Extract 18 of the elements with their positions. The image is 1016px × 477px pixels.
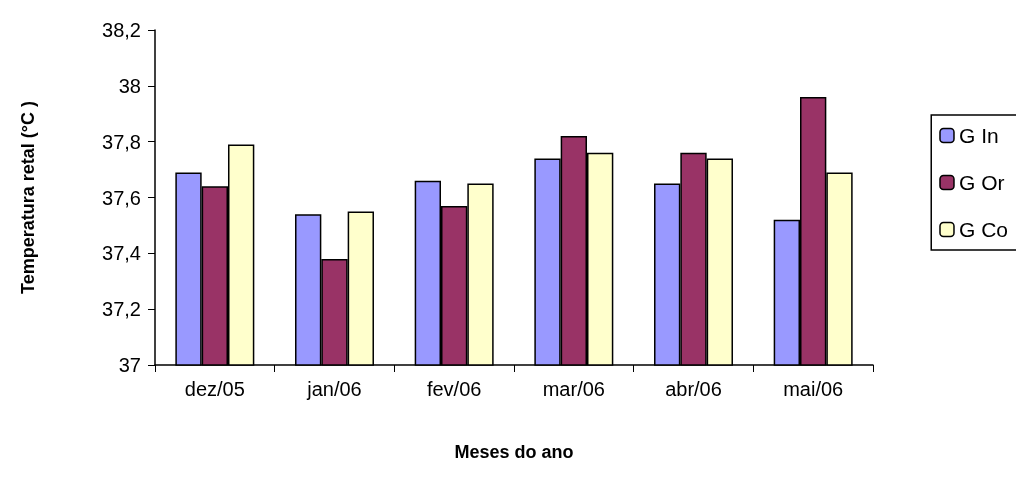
legend-label: G In xyxy=(958,124,999,147)
y-tick-label: 38,2 xyxy=(102,19,141,41)
y-axis-title: Temperatura retal (°C ) xyxy=(18,101,38,294)
x-tick-label: mai/06 xyxy=(783,378,844,400)
y-tick-label: 37,2 xyxy=(102,298,141,321)
y-tick-label: 37 xyxy=(118,354,141,376)
x-tick-label: fev/06 xyxy=(426,378,482,400)
x-tick-label: dez/05 xyxy=(184,378,245,400)
y-tick-label: 37,8 xyxy=(102,130,141,153)
y-tick-label: 38 xyxy=(118,74,141,97)
x-tick-label: mar/06 xyxy=(542,378,605,400)
x-tick-label: abr/06 xyxy=(665,378,722,400)
legend-label: G Or xyxy=(958,171,1005,194)
x-tick-label: jan/06 xyxy=(306,378,362,400)
x-axis-title: Meses do ano xyxy=(454,442,574,462)
legend-label: G Co xyxy=(958,218,1008,241)
y-tick-label: 37,4 xyxy=(102,242,141,265)
y-tick-label: 37,6 xyxy=(102,186,141,209)
